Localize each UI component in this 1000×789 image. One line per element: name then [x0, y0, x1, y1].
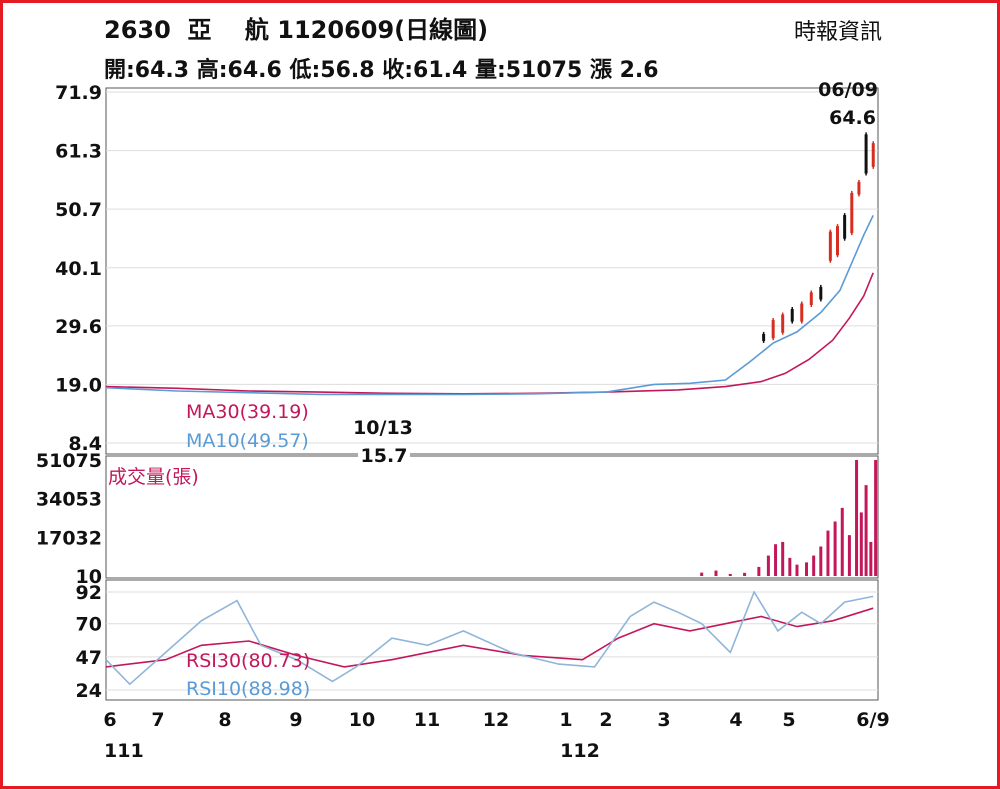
volume-tick-label: 10	[76, 566, 102, 588]
rsi30-line	[105, 607, 874, 668]
volume-tick-label: 17032	[36, 527, 102, 549]
volume-bar	[757, 566, 761, 576]
volume-bar	[788, 557, 792, 576]
price-tick-label: 8.4	[68, 433, 102, 455]
high-date-label: 06/09	[818, 79, 878, 101]
price-panel	[105, 87, 879, 455]
candle-body	[871, 143, 875, 167]
x-tick-label: 2	[599, 709, 612, 731]
x-tick-label: 10	[349, 709, 375, 731]
ma30-legend: MA30(39.19)	[186, 401, 309, 423]
candle-body	[762, 333, 766, 341]
volume-panel	[105, 455, 879, 579]
volume-bar	[766, 555, 770, 576]
x-tick-label: 8	[218, 709, 231, 731]
rsi-panel	[105, 579, 879, 701]
low-value-bg	[358, 446, 410, 466]
x-tick-label: 7	[151, 709, 164, 731]
candle-body	[857, 181, 861, 195]
rsi-tick-label: 92	[76, 582, 102, 604]
candle-body	[800, 303, 804, 322]
candle-body	[781, 314, 785, 333]
x-tick-label: 3	[657, 709, 670, 731]
chart-title: 2630 亞 航 1120609(日線圖)	[104, 16, 489, 44]
volume-bar	[840, 507, 844, 576]
candle-body	[835, 226, 839, 256]
x-tick-label: 4	[729, 709, 742, 731]
volume-bar	[859, 512, 863, 576]
high-value-label: 64.6	[829, 107, 876, 129]
volume-bar	[805, 562, 809, 576]
volume-legend: 成交量(張)	[108, 466, 199, 488]
volume-bar	[714, 570, 718, 576]
volume-bar	[864, 485, 868, 576]
x-tick-label: 11	[414, 709, 440, 731]
volume-bar	[819, 546, 823, 576]
candle-body	[864, 134, 868, 174]
ohlc-summary: 開:64.3 高:64.6 低:56.8 收:61.4 量:51075 漲 2.…	[104, 58, 659, 83]
volume-bar	[874, 460, 878, 576]
candle-body	[790, 309, 794, 322]
rsi-tick-label: 70	[76, 614, 102, 636]
price-tick-label: 19.0	[55, 374, 102, 396]
price-tick-label: 61.3	[55, 141, 102, 163]
ma10-legend: MA10(49.57)	[186, 430, 309, 452]
price-tick-label: 71.9	[55, 82, 102, 104]
candle-body	[843, 215, 847, 239]
volume-bar	[774, 544, 778, 576]
price-tick-label: 40.1	[55, 258, 102, 280]
volume-bar	[743, 572, 747, 576]
x-tick-label: 6/9	[856, 709, 889, 731]
rsi10-line	[105, 590, 874, 686]
rsi10-legend: RSI10(88.98)	[186, 678, 310, 700]
volume-bar	[833, 521, 837, 576]
volume-bar	[781, 541, 785, 576]
x-year-label: 112	[560, 740, 600, 762]
volume-bar	[826, 530, 830, 576]
low-date-label: 10/13	[353, 417, 413, 439]
low-value-label: 15.7	[361, 445, 408, 467]
volume-bar	[869, 541, 873, 576]
volume-bar	[700, 572, 704, 576]
candle-body	[809, 292, 813, 306]
candle-body	[771, 320, 775, 339]
volume-tick-label: 51075	[36, 450, 102, 472]
volume-bar	[847, 535, 851, 576]
ma10-line	[105, 215, 874, 396]
volume-tick-label: 34053	[36, 489, 102, 511]
price-tick-label: 50.7	[55, 199, 102, 221]
x-tick-label: 6	[103, 709, 116, 731]
rsi-tick-label: 24	[76, 680, 102, 702]
x-tick-label: 9	[289, 709, 302, 731]
rsi30-legend: RSI30(80.73)	[186, 650, 310, 672]
rsi-tick-label: 47	[76, 647, 102, 669]
ma30-line	[105, 272, 874, 395]
volume-bar	[855, 460, 859, 576]
candle-body	[819, 286, 823, 300]
source-label: 時報資訊	[793, 20, 882, 45]
volume-bar	[728, 573, 732, 576]
candle-body	[828, 231, 832, 261]
x-tick-label: 5	[782, 709, 795, 731]
candle-body	[850, 192, 854, 234]
volume-bar	[812, 555, 816, 576]
volume-bar	[795, 564, 799, 576]
x-year-label: 111	[104, 740, 144, 762]
x-tick-label: 1	[559, 709, 572, 731]
x-tick-label: 12	[483, 709, 509, 731]
price-tick-label: 29.6	[55, 316, 102, 338]
